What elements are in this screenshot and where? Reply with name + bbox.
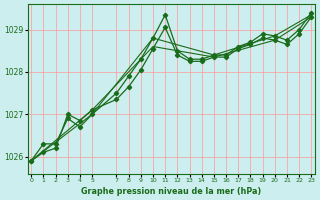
X-axis label: Graphe pression niveau de la mer (hPa): Graphe pression niveau de la mer (hPa) [81, 187, 261, 196]
